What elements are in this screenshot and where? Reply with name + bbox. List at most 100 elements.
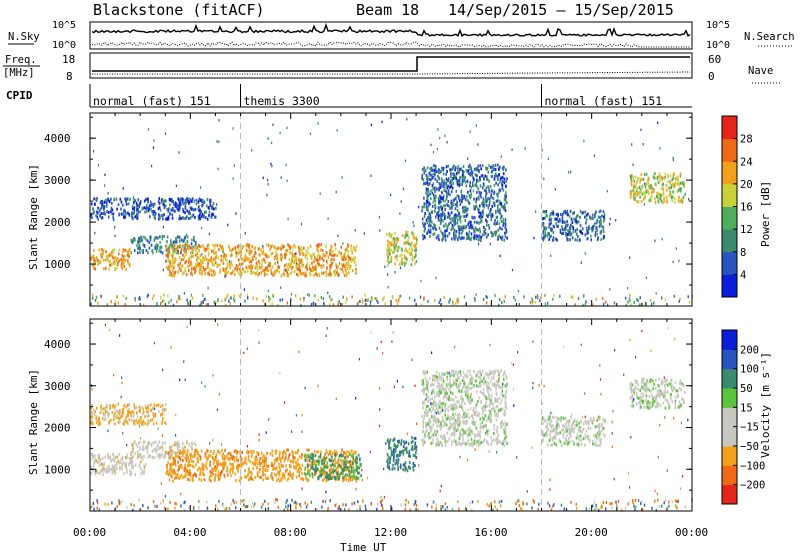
scatter-cell bbox=[475, 173, 477, 176]
scatter-cell bbox=[409, 466, 411, 469]
scatter-cell bbox=[256, 261, 258, 264]
scatter-cell bbox=[354, 470, 356, 473]
scatter-cell bbox=[227, 294, 228, 297]
scatter-cell bbox=[151, 165, 152, 168]
scatter-cell bbox=[335, 469, 337, 472]
scatter-cell bbox=[436, 277, 437, 280]
scatter-cell bbox=[400, 267, 401, 270]
scatter-cell bbox=[132, 410, 134, 413]
scatter-cell bbox=[114, 468, 116, 471]
scatter-cell bbox=[347, 263, 349, 266]
scatter-cell bbox=[276, 450, 278, 453]
scatter-cell bbox=[301, 454, 303, 457]
scatter-cell bbox=[486, 204, 488, 207]
scatter-cell bbox=[190, 217, 192, 220]
scatter-cell bbox=[227, 263, 229, 266]
scatter-cell bbox=[465, 169, 467, 172]
scatter-cell bbox=[268, 244, 270, 247]
scatter-cell bbox=[500, 255, 501, 258]
scatter-cell bbox=[257, 462, 259, 465]
scatter-cell bbox=[271, 462, 273, 465]
scatter-cell bbox=[264, 458, 266, 461]
scatter-cell bbox=[429, 235, 431, 238]
scatter-cell bbox=[462, 173, 464, 176]
scatter-cell bbox=[390, 235, 392, 238]
scatter-cell bbox=[653, 189, 655, 192]
scatter-cell bbox=[282, 453, 284, 456]
scatter-cell bbox=[112, 469, 114, 472]
scatter-cell bbox=[573, 218, 575, 221]
scatter-cell bbox=[427, 175, 429, 178]
scatter-cell bbox=[93, 266, 95, 269]
scatter-cell bbox=[149, 204, 151, 207]
scatter-cell bbox=[587, 231, 589, 234]
scatter-cell bbox=[113, 418, 115, 421]
scatter-cell bbox=[442, 168, 444, 171]
scatter-cell bbox=[125, 199, 127, 202]
scatter-cell bbox=[135, 452, 137, 455]
scatter-cell bbox=[299, 258, 301, 261]
scatter-cell bbox=[103, 259, 105, 262]
scatter-cell bbox=[162, 448, 164, 451]
scatter-cell bbox=[506, 180, 508, 183]
scatter-cell bbox=[485, 219, 487, 222]
scatter-cell bbox=[387, 256, 389, 259]
scatter-cell bbox=[299, 269, 301, 272]
scatter-cell bbox=[258, 248, 260, 251]
scatter-cell bbox=[149, 215, 151, 218]
scatter-cell bbox=[646, 277, 647, 280]
scatter-cell bbox=[400, 295, 401, 298]
scatter-cell bbox=[569, 215, 571, 218]
scatter-cell bbox=[311, 257, 313, 260]
scatter-cell bbox=[168, 473, 170, 476]
scatter-cell bbox=[142, 207, 144, 210]
scatter-cell bbox=[339, 464, 341, 467]
scatter-cell bbox=[195, 208, 197, 211]
scatter-cell bbox=[568, 171, 569, 174]
scatter-cell bbox=[295, 461, 297, 464]
scatter-cell bbox=[493, 197, 495, 200]
scatter-cell bbox=[448, 222, 450, 225]
scatter-cell bbox=[193, 460, 195, 463]
scatter-cell bbox=[159, 216, 161, 219]
scatter-cell bbox=[665, 172, 667, 175]
scatter-cell bbox=[318, 253, 320, 256]
scatter-cell bbox=[562, 220, 564, 223]
scatter-cell bbox=[640, 129, 641, 132]
scatter-cell bbox=[189, 464, 191, 467]
scatter-cell bbox=[325, 475, 327, 478]
scatter-cell bbox=[100, 201, 102, 204]
scatter-cell bbox=[323, 259, 325, 262]
scatter-cell bbox=[283, 245, 285, 248]
scatter-cell bbox=[277, 247, 279, 250]
scatter-cell bbox=[501, 215, 503, 218]
scatter-cell bbox=[539, 299, 540, 302]
scatter-cell bbox=[227, 458, 229, 461]
scatter-cell bbox=[455, 413, 457, 416]
scatter-cell bbox=[163, 226, 164, 229]
scatter-cell bbox=[492, 213, 494, 216]
scatter-cell bbox=[306, 449, 308, 452]
scatter-cell bbox=[503, 168, 505, 171]
scatter-cell bbox=[214, 458, 216, 461]
scatter-cell bbox=[232, 457, 234, 460]
ytick-label: 4000 bbox=[44, 132, 71, 145]
scatter-cell bbox=[667, 180, 669, 183]
scatter-cell bbox=[441, 191, 443, 194]
scatter-cell bbox=[371, 298, 372, 301]
scatter-cell bbox=[284, 268, 286, 271]
scatter-cell bbox=[185, 469, 187, 472]
scatter-cell bbox=[479, 191, 481, 194]
scatter-cell bbox=[482, 212, 484, 215]
scatter-cell bbox=[314, 256, 316, 259]
scatter-cell bbox=[408, 442, 410, 445]
scatter-cell bbox=[317, 477, 319, 480]
scatter-cell bbox=[390, 194, 391, 197]
scatter-cell bbox=[396, 258, 398, 261]
scatter-cell bbox=[295, 256, 297, 259]
scatter-cell bbox=[321, 296, 322, 299]
scatter-cell bbox=[473, 178, 475, 181]
scatter-cell bbox=[101, 404, 103, 407]
scatter-cell bbox=[576, 215, 578, 218]
scatter-cell bbox=[140, 416, 142, 419]
